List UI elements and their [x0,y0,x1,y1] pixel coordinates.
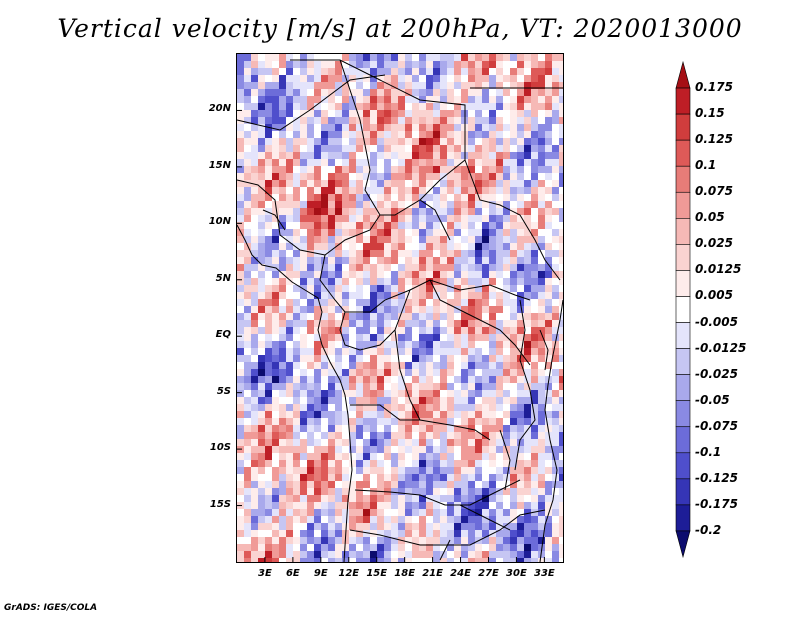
colorbar-label: -0.075 [695,418,738,433]
lat-tick-label: 5N [215,272,231,284]
colorbar-label: 0.05 [695,210,725,225]
lon-tick-label: 12E [338,568,360,579]
lat-tick-label: 15N [208,159,231,171]
colorbar-bin [675,218,691,245]
lat-tick-label: 10S [209,442,231,454]
colorbar-label: 0.15 [695,106,725,121]
colorbar-label: -0.0125 [695,340,747,355]
colorbar-bin [675,60,691,89]
coastlines-and-borders [236,59,564,563]
colorbar-bin [675,165,691,193]
lon-tick-label: 18E [394,568,416,579]
colorbar-label: -0.025 [695,366,738,381]
colorbar-bin [675,296,691,323]
colorbar-bin [675,113,691,141]
lon-tick-label: 30E [506,568,527,579]
colorbar-label: 0.075 [695,184,733,199]
colorbar-bin [675,244,691,271]
colorbar-bin [675,478,691,506]
lat-tick-label: 10N [208,216,231,228]
colorbar-bin [675,504,691,532]
colorbar-bin [675,87,691,115]
lon-tick-label: 6E [285,568,300,579]
colorbar-label: -0.2 [695,522,722,537]
colorbar-bin [675,374,691,401]
lon-tick-label: 21E [422,568,443,579]
lat-tick-label: EQ [215,329,231,341]
colorbar-bin [675,270,691,297]
colorbar-label: -0.005 [695,314,738,329]
lon-tick-label: 24E [450,568,471,579]
footer-credit: GrADS: IGES/COLA [4,603,98,613]
colorbar-bin [675,400,691,428]
colorbar-label: -0.05 [695,392,730,407]
colorbar-label: 0.0125 [695,262,742,277]
lon-tick-label: 3E [258,568,272,579]
lon-tick-label: 15E [366,568,388,579]
lon-tick-label: 9E [313,568,328,579]
chart-title: Vertical velocity [m/s] at 200hPa, VT: 2… [57,14,743,43]
colorbar-label: 0.025 [695,236,733,251]
colorbar-bin [675,191,691,219]
lat-tick-label: 5S [216,385,231,397]
colorbar-label: 0.125 [695,132,733,147]
colorbar-bin [675,139,691,167]
colorbar-label: 0.1 [695,158,717,173]
plot-frame [236,53,564,563]
colorbar-label: 0.005 [695,288,733,303]
colorbar-bin [675,452,691,480]
colorbar-label: 0.175 [695,80,733,95]
lat-tick-label: 15S [209,498,231,510]
colorbar-bin [675,322,691,349]
colorbar-label: -0.1 [695,444,722,459]
colorbar-bin [675,348,691,375]
colorbar-label: -0.175 [695,496,738,511]
lat-tick-label: 20N [208,103,231,115]
colorbar-bin [675,426,691,454]
colorbar-bin [675,530,691,559]
lon-tick-label: 27E [478,568,499,579]
lon-tick-label: 33E [533,568,555,579]
colorbar-label: -0.125 [695,470,738,485]
